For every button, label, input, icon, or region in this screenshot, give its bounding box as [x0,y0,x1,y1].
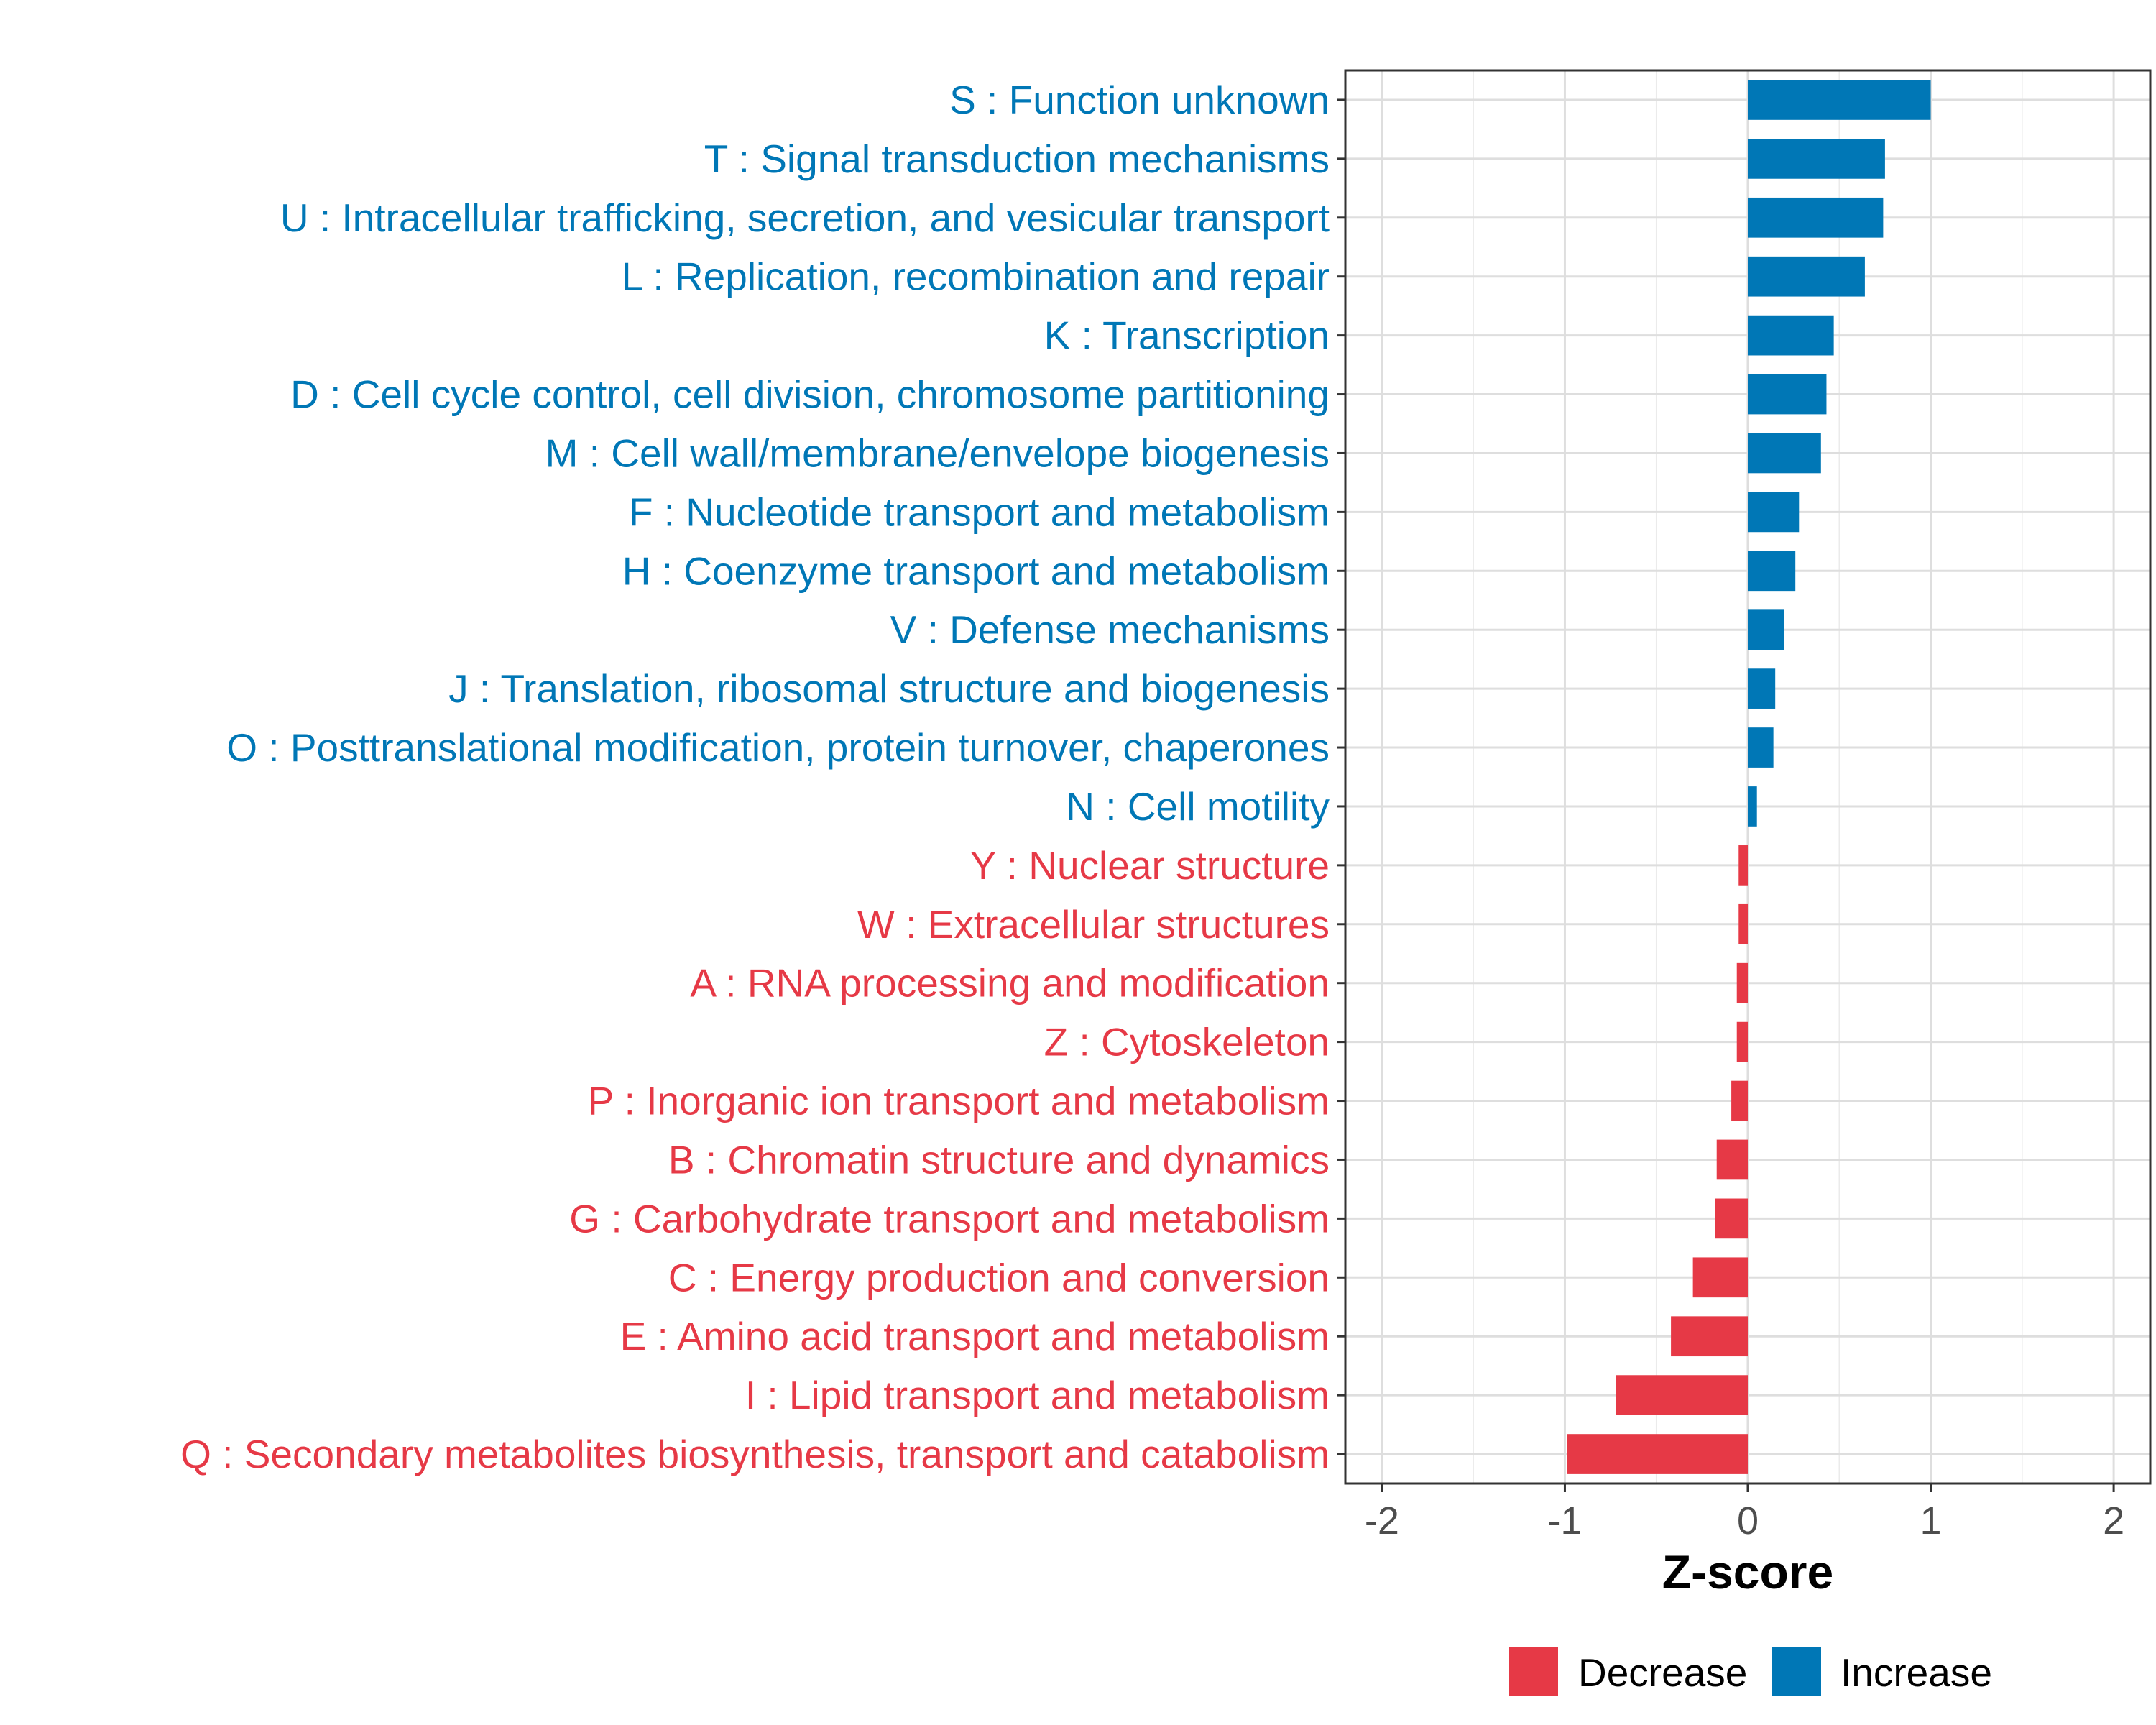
y-axis-ticks [1337,98,1345,1455]
legend-label-decrease: Decrease [1578,1650,1747,1695]
bar-increase [1748,197,1884,238]
category-label: M : Cell wall/membrane/envelope biogenes… [545,431,1330,475]
x-tick-label: -2 [1365,1499,1399,1542]
bar-increase [1748,256,1865,297]
x-tick-label: 1 [1920,1499,1942,1542]
bar-increase [1748,551,1796,592]
bar-decrease [1738,903,1748,944]
bar-increase [1748,80,1931,120]
category-label: C : Energy production and conversion [668,1255,1330,1300]
category-label: V : Defense mechanisms [890,607,1330,652]
category-label: E : Amino acid transport and metabolism [620,1314,1330,1358]
category-label: U : Intracellular trafficking, secretion… [280,196,1330,240]
category-label: L : Replication, recombination and repai… [622,254,1330,299]
category-label: J : Translation, ribosomal structure and… [448,666,1330,711]
bar-decrease [1716,1139,1748,1180]
category-label: D : Cell cycle control, cell division, c… [290,372,1330,417]
category-label: P : Inorganic ion transport and metaboli… [588,1079,1330,1123]
category-label: I : Lipid transport and metabolism [745,1373,1330,1417]
bar-decrease [1671,1316,1748,1357]
category-label: B : Chromatin structure and dynamics [668,1137,1330,1182]
category-label: F : Nucleotide transport and metabolism [629,489,1330,534]
bar-increase [1748,668,1776,709]
bar-decrease [1731,1080,1748,1121]
x-axis-title: Z-score [1662,1545,1833,1598]
category-label: K : Transcription [1044,313,1330,358]
bar-increase [1748,374,1827,415]
bar-decrease [1616,1375,1748,1415]
bar-decrease [1736,1021,1748,1062]
x-axis-ticks: -2 -1 0 1 2 [1365,1484,2124,1542]
category-label: H : Coenzyme transport and metabolism [622,548,1330,593]
legend-label-increase: Increase [1841,1650,1992,1695]
bar-increase [1748,786,1757,827]
x-tick-label: 0 [1737,1499,1759,1542]
category-label: S : Function unknown [949,78,1330,122]
category-label: Q : Secondary metabolites biosynthesis, … [180,1432,1330,1476]
y-axis-labels: S : Function unknown T : Signal transduct… [180,78,1330,1476]
x-tick-label: -1 [1547,1499,1582,1542]
x-tick-label: 2 [2103,1499,2124,1542]
category-label: Z : Cytoskeleton [1044,1020,1330,1064]
bars [1567,80,1931,1474]
legend-key-decrease [1509,1647,1558,1696]
legend-key-increase [1772,1647,1821,1696]
bar-decrease [1736,962,1748,1003]
bar-increase [1748,492,1800,533]
bar-increase [1748,727,1774,768]
category-label: Y : Nuclear structure [970,843,1330,888]
bar-increase [1748,433,1821,474]
category-label: O : Posttranslational modification, prot… [226,725,1330,770]
category-label: A : RNA processing and modification [690,961,1330,1006]
bar-decrease [1738,845,1748,886]
bar-increase [1748,315,1834,356]
bar-increase [1748,610,1784,650]
category-label: T : Signal transduction mechanisms [704,137,1330,181]
category-label: N : Cell motility [1066,784,1330,829]
bar-increase [1748,139,1885,179]
bar-decrease [1715,1198,1748,1239]
legend: Decrease Increase [1509,1647,1992,1696]
bar-decrease [1692,1257,1748,1298]
category-label: W : Extracellular structures [857,902,1330,947]
category-label: G : Carbohydrate transport and metabolis… [569,1196,1330,1241]
bar-decrease [1567,1434,1748,1474]
